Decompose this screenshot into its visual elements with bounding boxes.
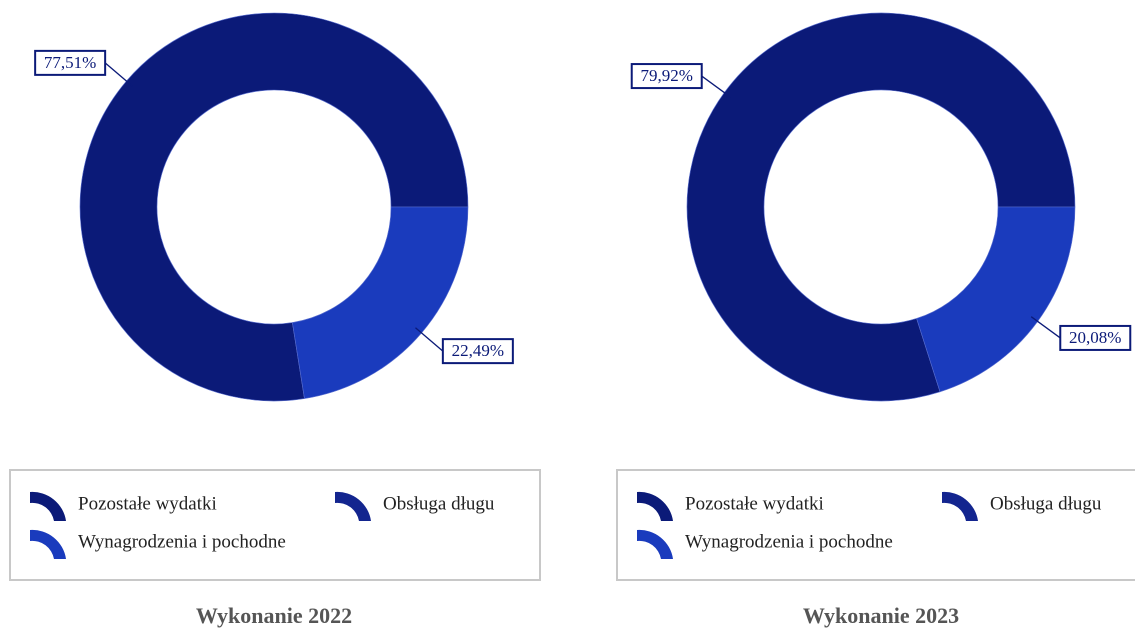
legend-swatch bbox=[942, 491, 978, 521]
legend-label: Pozostałe wydatki bbox=[78, 493, 217, 514]
legend-label: Wynagrodzenia i pochodne bbox=[685, 531, 893, 552]
data-label: 22,49% bbox=[452, 341, 504, 360]
leader-line bbox=[415, 327, 444, 352]
label-box bbox=[630, 63, 703, 90]
legend-swatch bbox=[30, 491, 66, 521]
slice bbox=[292, 206, 469, 399]
legend-swatch bbox=[335, 491, 371, 521]
legend-swatch bbox=[637, 491, 673, 521]
data-label: 20,08% bbox=[1069, 328, 1121, 347]
label-box bbox=[1059, 324, 1132, 351]
legend-swatch bbox=[637, 529, 673, 559]
chart-title: Wykonanie 2023 bbox=[803, 603, 959, 628]
data-label: 79,92% bbox=[641, 66, 693, 85]
label-box bbox=[441, 338, 514, 365]
chart-title: Wykonanie 2022 bbox=[196, 603, 352, 628]
legend-label: Wynagrodzenia i pochodne bbox=[78, 531, 286, 552]
leader-line bbox=[104, 62, 133, 87]
legend-label: Obsługa długu bbox=[990, 493, 1102, 514]
label-box bbox=[34, 49, 107, 76]
slice bbox=[916, 206, 1076, 393]
data-label: 77,51% bbox=[44, 53, 96, 72]
slice bbox=[686, 12, 1076, 402]
leader-line bbox=[1030, 316, 1061, 339]
slice bbox=[79, 12, 469, 402]
legend-box bbox=[9, 469, 541, 581]
legend-swatch bbox=[30, 529, 66, 559]
legend-label: Obsługa długu bbox=[383, 493, 495, 514]
leader-line bbox=[701, 75, 732, 98]
legend-label: Pozostałe wydatki bbox=[685, 493, 824, 514]
legend-box bbox=[616, 469, 1135, 581]
